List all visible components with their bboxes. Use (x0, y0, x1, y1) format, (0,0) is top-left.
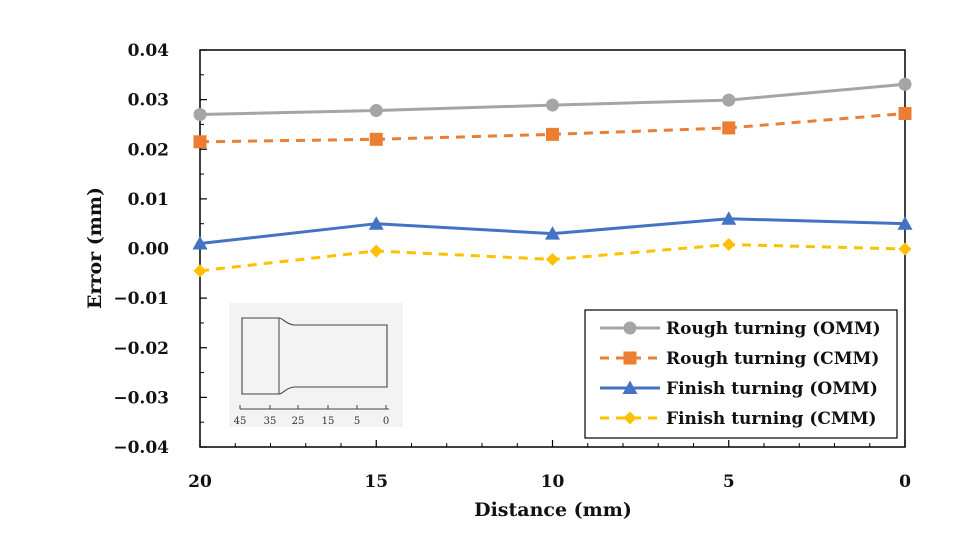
data-point (721, 211, 737, 225)
x-tick-label: 0 (899, 472, 911, 492)
data-point (369, 132, 383, 146)
inset-tick-label: 0 (383, 416, 389, 427)
series-1 (193, 77, 912, 122)
data-point (369, 104, 383, 118)
legend-item: Rough turning (OMM) (600, 319, 881, 339)
legend-label: Rough turning (CMM) (666, 349, 879, 369)
inset-shaft-diagram: 45 35 25 15 5 0 (229, 303, 403, 427)
y-axis-title: Error (mm) (84, 187, 106, 309)
data-point (369, 244, 383, 258)
y-axis-ticks: 0.04 0.03 0.02 0.01 0.00 −0.01 −0.02 −0.03 −0.04 (113, 41, 207, 458)
data-point (897, 216, 913, 230)
data-point (722, 121, 736, 135)
y-tick-label: 0.04 (128, 41, 170, 61)
series-layer (192, 77, 913, 278)
data-point (192, 236, 208, 250)
data-point (623, 351, 637, 365)
data-point (722, 238, 736, 252)
inset-background (229, 303, 403, 427)
y-tick-label: 0.03 (128, 91, 169, 111)
y-tick-label: 0.02 (128, 140, 169, 160)
y-tick-label: 0.01 (128, 190, 169, 210)
y-tick-label: 0.00 (128, 240, 170, 260)
series-4 (193, 238, 912, 278)
y-tick-label: −0.02 (113, 339, 169, 359)
x-tick-label: 15 (364, 472, 388, 492)
y-tick-label: −0.04 (113, 438, 169, 458)
inset-tick-label: 5 (354, 416, 360, 427)
data-point (193, 264, 207, 278)
x-tick-label: 5 (723, 472, 735, 492)
data-point (622, 380, 638, 394)
inset-tick-label: 35 (264, 416, 277, 427)
x-axis-title: Distance (mm) (474, 499, 632, 521)
data-point (898, 242, 912, 256)
legend-item: Rough turning (CMM) (600, 349, 879, 369)
x-axis-ticks: 20 15 10 5 0 (188, 440, 911, 492)
data-point (898, 107, 912, 121)
legend: Rough turning (OMM) Rough turning (CMM) Fi… (584, 309, 898, 439)
x-tick-label: 20 (188, 472, 212, 492)
legend-item: Finish turning (CMM) (600, 409, 877, 429)
data-point (722, 93, 736, 107)
data-point (546, 98, 559, 112)
y-tick-label: −0.01 (113, 289, 169, 309)
inset-tick-label: 45 (234, 416, 247, 427)
legend-item: Finish turning (OMM) (600, 379, 878, 399)
data-point (546, 127, 559, 141)
data-point (545, 226, 560, 240)
legend-label: Finish turning (OMM) (666, 379, 878, 399)
legend-label: Rough turning (OMM) (666, 319, 881, 339)
data-point (193, 108, 207, 122)
data-point (368, 216, 384, 230)
data-point (546, 252, 559, 266)
inset-tick-label: 25 (292, 416, 305, 427)
data-point (193, 135, 207, 149)
legend-label: Finish turning (CMM) (666, 409, 877, 429)
turned-shaft-profile-icon (241, 317, 388, 395)
inset-tick-label: 15 (322, 416, 335, 427)
x-tick-label: 10 (541, 472, 565, 492)
series-3 (192, 211, 913, 250)
data-point (898, 77, 912, 91)
data-point (623, 411, 637, 425)
data-point (623, 321, 637, 335)
series-2 (193, 107, 912, 149)
y-tick-label: −0.03 (113, 388, 169, 408)
